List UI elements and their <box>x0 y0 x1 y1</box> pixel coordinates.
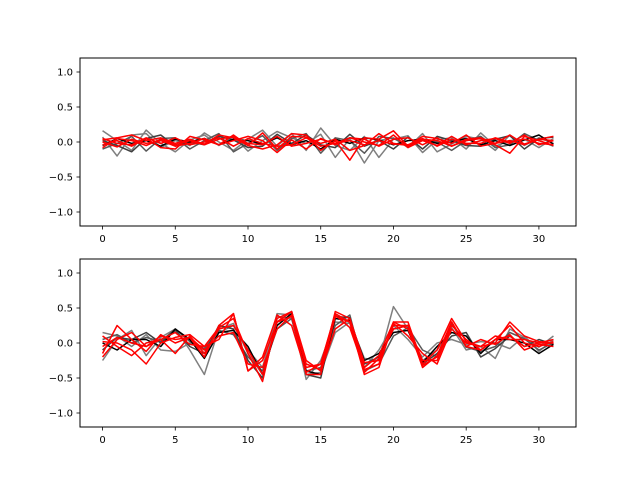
x-tick-label: 0 <box>99 435 105 446</box>
x-tick-label: 5 <box>172 435 178 446</box>
series-line-1-8 <box>102 312 554 374</box>
y-tick-label: 1.0 <box>57 68 73 79</box>
y-tick-label: 0.5 <box>57 103 73 114</box>
series-line-1-6 <box>102 310 554 383</box>
bottom-axes: 0 5 10 15 20 25 30 −1.0 −0.5 0.0 0.5 1.0 <box>49 258 577 446</box>
series-line-1-9 <box>101 315 554 376</box>
y-tick-label: 0.0 <box>57 339 73 350</box>
top-axes: 0 5 10 15 20 25 30 −1.0 −0.5 0.0 0.5 1.0 <box>49 57 577 245</box>
x-tick-label: 15 <box>314 435 327 446</box>
x-tick-label: 30 <box>533 435 546 446</box>
x-tick-label: 10 <box>242 234 255 245</box>
x-tick-label: 10 <box>242 435 255 446</box>
series-line-0-1 <box>101 127 554 159</box>
y-tick-label: −1.0 <box>49 208 73 219</box>
x-tick-label: 25 <box>460 435 473 446</box>
x-tick-label: 5 <box>172 234 178 245</box>
series-line-0-8 <box>102 135 554 149</box>
y-tick-label: −0.5 <box>49 374 73 385</box>
x-tick-label: 20 <box>387 234 400 245</box>
x-tick-label: 30 <box>533 234 546 245</box>
series-line-0-9 <box>102 137 554 147</box>
y-tick-label: 1.0 <box>57 269 73 280</box>
y-tick-label: −1.0 <box>49 409 73 420</box>
y-tick-label: 0.5 <box>57 304 73 315</box>
y-tick-label: −0.5 <box>49 173 73 184</box>
y-tick-label: 0.0 <box>57 138 73 149</box>
x-tick-label: 0 <box>99 234 105 245</box>
x-tick-label: 20 <box>387 435 400 446</box>
x-tick-label: 25 <box>460 234 473 245</box>
x-tick-label: 15 <box>314 234 327 245</box>
